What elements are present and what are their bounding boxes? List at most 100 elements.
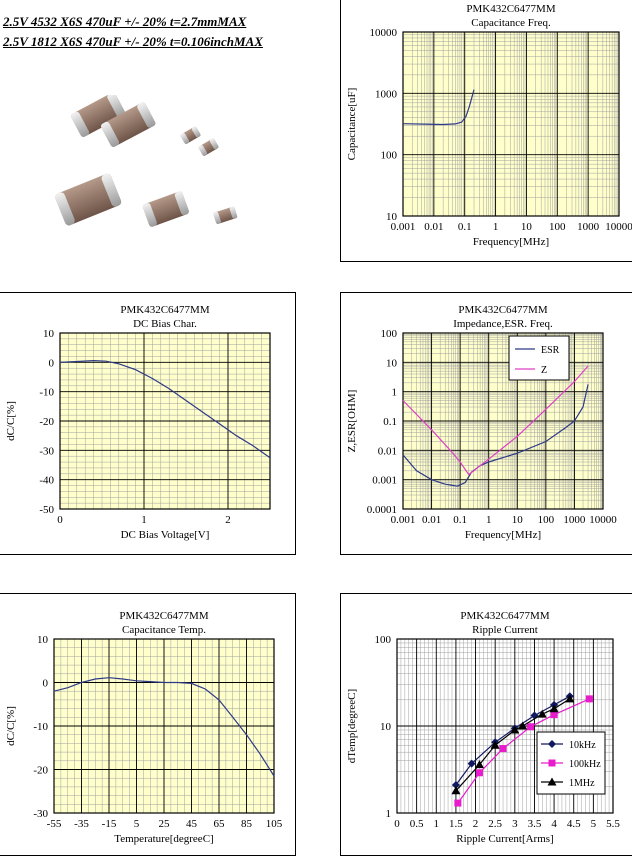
legend-marker [548, 740, 556, 748]
x-tick-label: 3.5 [528, 818, 542, 830]
chart-subtitle: Impedance,ESR. Freq. [453, 318, 553, 330]
y-tick-label: -10 [39, 387, 54, 399]
data-point-triangle [474, 760, 484, 769]
series-line [457, 698, 590, 804]
data-point-triangle [510, 725, 520, 734]
chart-dc-bias: 0 1 2 10 0 -10 -20 -30 -40 -50 PMK432C6477MM DC Bia… [5, 304, 271, 541]
chart-title: PMK432C6477MM [119, 610, 208, 622]
minor-grid [403, 32, 619, 216]
y-tick-label: -40 [39, 475, 54, 487]
y-tick-label: 0.1 [383, 416, 397, 428]
y-tick-label: 100 [375, 634, 392, 646]
series-line [59, 359, 271, 459]
data-point-square [527, 723, 535, 731]
x-tick-label: -55 [47, 818, 62, 830]
legend-label: Z [541, 365, 547, 376]
y-tick-label: 1 [386, 808, 392, 820]
data-point-triangle [537, 709, 547, 718]
chart-title: PMK432C6477MM [120, 304, 209, 316]
x-tick-label: 1 [486, 514, 492, 526]
series-line [53, 677, 275, 777]
data-point-triangle [518, 721, 528, 730]
chart-subtitle: Capacitance Temp. [122, 624, 206, 636]
chart-cap-temp: -55 -35 -15 5 25 45 65 85 105 10 0 -10 -20 -30 PMK432C… [5, 610, 283, 845]
y-tick-label: 100 [381, 150, 398, 162]
data-point-square [585, 695, 593, 703]
series-line [402, 365, 589, 476]
x-tick-label: 1 [493, 221, 499, 233]
x-tick-label: 0.001 [391, 514, 416, 526]
y-tick-label: 10000 [370, 27, 398, 39]
x-tick-label: 5 [134, 818, 140, 830]
y-tick-label: 100 [381, 328, 398, 340]
capacitor-photo [55, 95, 238, 227]
x-tick-label: 85 [241, 818, 253, 830]
x-tick-label: 1000 [563, 514, 586, 526]
legend-box [508, 335, 570, 381]
y-tick-label: 0.0001 [367, 504, 397, 516]
x-tick-label: -15 [102, 818, 117, 830]
x-tick-label: 1 [434, 818, 440, 830]
x-tick-label: 0.001 [391, 221, 416, 233]
data-point-square [454, 799, 462, 807]
legend-label: 1MHz [569, 778, 595, 789]
legend-label: 100kHz [569, 759, 601, 770]
x-tick-label: 1 [141, 514, 147, 526]
chart-panel-cap-freq: 0.001 0.01 0.1 1 10 100 1000 10000 10 100 1000 1000… [340, 0, 632, 262]
x-tick-label: 0.1 [458, 221, 472, 233]
chart-cap-freq: 0.001 0.01 0.1 1 10 100 1000 10000 10 100 1000 1000… [346, 3, 632, 248]
x-tick-label: 5 [591, 818, 597, 830]
y-axis-label: Z,ESR[OHM] [346, 390, 358, 453]
spec-line-1: 2.5V 4532 X6S 470uF +/- 20% t=2.7mmMAX [3, 14, 247, 29]
x-tick-label: 25 [159, 818, 171, 830]
x-tick-label: 10000 [589, 514, 617, 526]
x-tick-label: 105 [266, 818, 283, 830]
spec-line-2: 2.5V 1812 X6S 470uF +/- 20% t=0.106inchM… [3, 34, 263, 49]
chart-title: PMK432C6477MM [466, 3, 555, 15]
x-tick-label: 45 [186, 818, 198, 830]
chart-panel-ripple: 0 0.5 1 1.5 2 2.5 3 3.5 4 4.5 5 5.5 100 10 1 PMK432C647… [340, 593, 632, 856]
data-point-diamond [467, 759, 476, 768]
y-axis-label: dC/C[%] [5, 706, 17, 746]
y-axis-label: Capacitance[uF] [346, 88, 358, 161]
x-tick-label: 4 [551, 818, 557, 830]
y-tick-label: -10 [33, 721, 48, 733]
y-tick-label: 0.001 [372, 475, 397, 487]
x-tick-label: 1.5 [449, 818, 463, 830]
y-tick-label: -20 [33, 765, 48, 777]
x-tick-label: 100 [538, 514, 555, 526]
x-tick-label: 0.1 [453, 514, 467, 526]
plot-frame [53, 638, 275, 814]
data-point-square [475, 769, 483, 777]
chart-panel-impedance: 0.001 0.01 0.1 1 10 100 1000 10000 100 10 1 0.1 0.01… [340, 292, 632, 555]
data-point-triangle [549, 704, 559, 713]
x-tick-label: 0.01 [422, 514, 441, 526]
x-axis-label: DC Bias Voltage[V] [121, 529, 210, 541]
chart-subtitle: Capacitance Freq. [471, 17, 551, 29]
x-tick-label: 65 [214, 818, 226, 830]
y-tick-label: 0 [43, 678, 49, 690]
x-tick-label: 0 [394, 818, 400, 830]
y-tick-label: 10 [386, 357, 398, 369]
data-point-square [499, 745, 507, 753]
plot-frame [396, 638, 614, 814]
plot-frame [402, 332, 604, 510]
legend-marker [547, 777, 557, 786]
x-tick-label: 3 [512, 818, 518, 830]
legend-marker [548, 759, 556, 767]
chart-ripple: 0 0.5 1 1.5 2 2.5 3 3.5 4 4.5 5 5.5 100 10 1 PMK432C647… [346, 610, 620, 845]
y-tick-label: 0.01 [378, 445, 397, 457]
x-tick-label: 5.5 [606, 818, 620, 830]
chart-panel-dc-bias: 0 1 2 10 0 -10 -20 -30 -40 -50 PMK432C6477MM DC Bia… [0, 292, 296, 555]
plot-frame [59, 332, 271, 510]
x-axis-label: Frequency[MHz] [473, 236, 549, 248]
y-tick-label: -30 [33, 808, 48, 820]
y-tick-label: 0 [49, 357, 55, 369]
x-tick-label: 0.01 [424, 221, 443, 233]
chart-title: PMK432C6477MM [458, 304, 547, 316]
x-axis-label: Frequency[MHz] [465, 529, 541, 541]
data-point-triangle [451, 786, 461, 795]
x-tick-label: -35 [74, 818, 89, 830]
x-tick-label: 10 [512, 514, 524, 526]
y-tick-label: -20 [39, 416, 54, 428]
